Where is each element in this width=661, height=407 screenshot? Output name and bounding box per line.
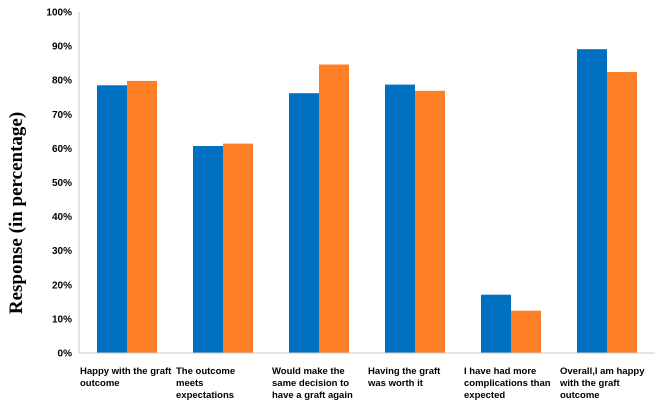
x-category-label-line: expected [464, 390, 505, 401]
bar-series1-cat5 [481, 294, 511, 353]
bar-series1-cat6 [577, 49, 607, 353]
y-axis-ticks: 0% 10% 20% 30% 40% 50% 60% 70% 80% 90% 100% [46, 8, 72, 360]
y-tick-label: 10% [52, 314, 72, 325]
y-tick-label: 30% [52, 246, 72, 257]
y-tick-label: 70% [52, 110, 72, 121]
x-category-label-line: outcome [80, 378, 120, 389]
bar-series1-cat3 [289, 93, 319, 353]
y-axis-label: Response (in percentage) [6, 112, 27, 314]
y-tick-label: 50% [52, 178, 72, 189]
bar-series2-cat1 [127, 80, 157, 354]
bar-series2-cat5 [511, 310, 541, 353]
bar-series2-cat3 [319, 64, 349, 353]
y-axis-label-group: Response (in percentage) [6, 112, 27, 314]
y-tick-label: 20% [52, 280, 72, 291]
x-category-label-line: Happy with the graft [80, 366, 172, 377]
y-tick-label: 0% [58, 349, 73, 360]
x-category-label: Overall,I am happy with the graft outcome [559, 366, 645, 401]
y-tick-label: 90% [52, 42, 72, 53]
y-tick-label: 80% [52, 76, 72, 87]
bar-series2-cat2 [223, 143, 253, 353]
x-category-label-line: was worth it [367, 378, 424, 389]
bar-series2-cat6 [607, 72, 637, 353]
x-category-label-line: outcome [560, 390, 600, 401]
bar-series1-cat2 [193, 146, 223, 353]
y-tick-label: 60% [52, 144, 72, 155]
axes [78, 12, 655, 354]
bar-series1-cat1 [97, 85, 127, 354]
x-category-label-line: with the graft [559, 378, 620, 389]
y-tick-label: 100% [46, 8, 72, 19]
bar-series2-cat4 [415, 90, 445, 354]
y-tick-label: 40% [52, 212, 72, 223]
x-category-label-line: same decision to [272, 378, 349, 389]
x-category-label-line: have a graft again [272, 390, 353, 401]
x-category-label-line: Overall,I am happy [560, 366, 645, 377]
bars [97, 49, 637, 354]
x-category-label-line: meets [176, 378, 203, 389]
x-category-label-line: expectations [176, 390, 234, 401]
x-category-label: Would make the same decision to have a gra… [272, 366, 353, 401]
x-category-label: The outcome meets expectations [176, 366, 235, 401]
x-category-label: Happy with the graft outcome [80, 366, 172, 389]
x-category-label: Having the graft was worth it [367, 366, 441, 389]
x-category-label-line: I have had more [464, 366, 536, 377]
bar-series1-cat4 [385, 84, 415, 353]
x-category-label: I have had more complications than expecte… [464, 366, 551, 401]
x-category-label-line: Would make the [272, 366, 345, 377]
x-category-label-line: complications than [464, 378, 551, 389]
x-category-label-line: Having the graft [368, 366, 441, 377]
x-category-label-line: The outcome [176, 366, 235, 377]
